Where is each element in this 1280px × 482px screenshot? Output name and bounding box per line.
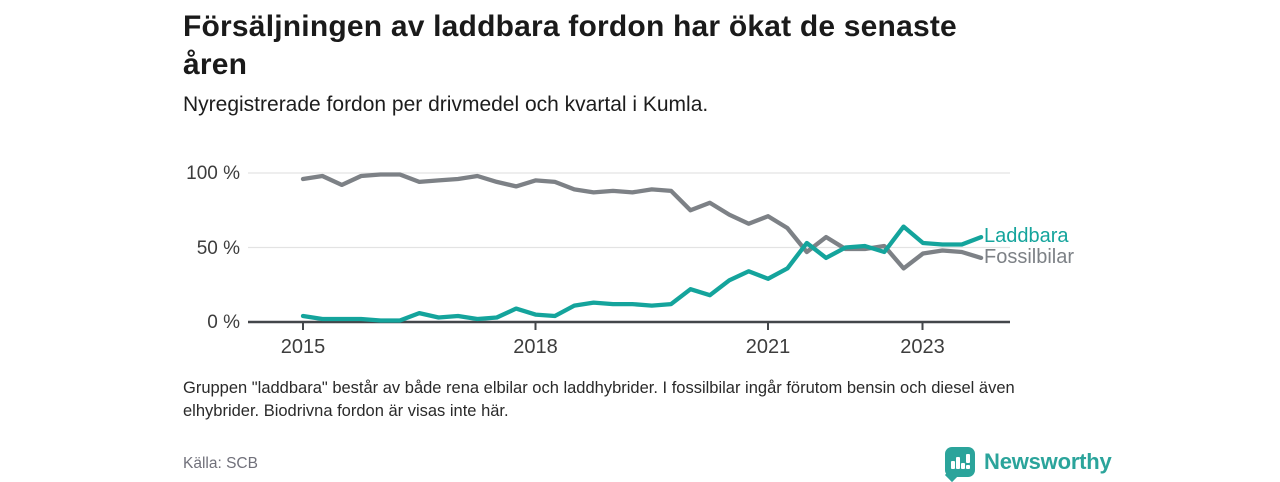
series-line-laddbara (300, 224, 984, 323)
x-tick-2018: 2018 (513, 336, 558, 358)
series-label-laddbara: Laddbara (984, 225, 1069, 247)
footnote-line1: Gruppen "laddbara" består av både rena e… (183, 379, 1015, 397)
chart-footnote: Gruppen "laddbara" består av både rena e… (183, 377, 1083, 422)
x-tick-2023: 2023 (900, 336, 945, 358)
series-label-fossilbilar: Fossilbilar (984, 246, 1075, 268)
bar-chart-speech-bubble-icon (944, 446, 975, 482)
newsworthy-logo-text: Newsworthy (984, 448, 1112, 474)
line-chart: 100 % 50 % 0 % 2015 2018 2021 2023 (186, 163, 1010, 358)
chart-subtitle: Nyregistrerade fordon per drivmedel och … (183, 93, 709, 116)
y-tick-0: 0 % (207, 312, 240, 333)
source-credit: Källa: SCB (183, 455, 258, 472)
chart-area: 100 % 50 % 0 % 2015 2018 2021 2023 (0, 148, 1130, 360)
footnote-line2: elhybrider. Biodrivna fordon är visas in… (183, 401, 509, 420)
newsworthy-logo: Newsworthy (944, 446, 1112, 482)
page-title: Försäljningen av laddbara fordon har öka… (183, 8, 1103, 84)
page-title-line2: åren (183, 48, 248, 81)
x-tick-2021: 2021 (746, 336, 791, 358)
y-tick-50: 50 % (197, 238, 240, 259)
y-tick-100: 100 % (186, 163, 240, 184)
series-line-fossilbilar (300, 172, 984, 271)
x-tick-2015: 2015 (281, 336, 326, 358)
page-title-line1: Försäljningen av laddbara fordon har öka… (183, 10, 957, 43)
